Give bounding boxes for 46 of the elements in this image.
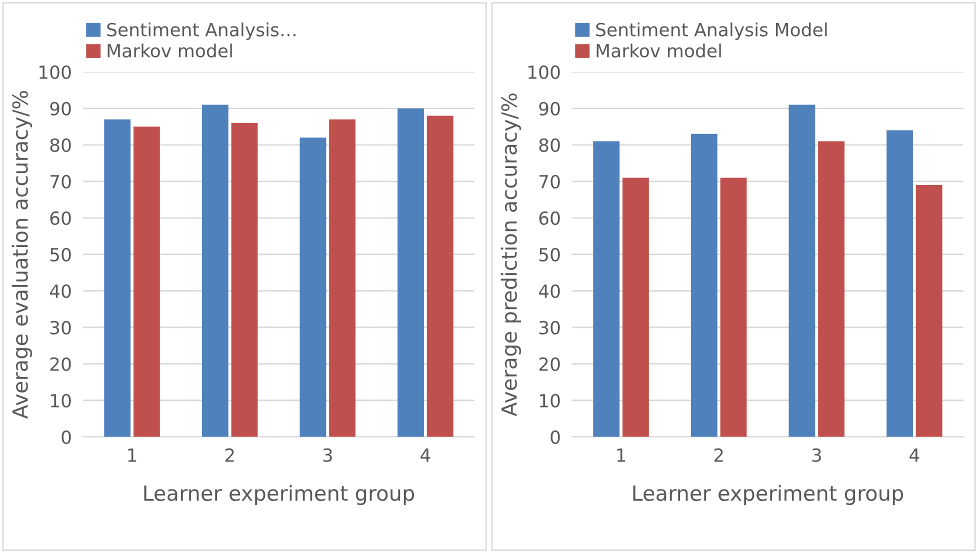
bar <box>622 178 649 437</box>
y-tick-label: 20 <box>50 357 71 371</box>
x-axis-title: Learner experiment group <box>144 484 414 506</box>
y-tick-label: 50 <box>539 248 560 262</box>
legend-label: Sentiment Analysis Model <box>596 22 827 40</box>
y-tick-label: 60 <box>539 211 560 225</box>
y-tick-label: 30 <box>50 320 71 334</box>
x-tick-label: 4 <box>910 448 920 462</box>
y-axis-title: Average prediction accuracy/% <box>500 93 521 416</box>
y-tick-label: 10 <box>540 394 560 408</box>
y-tick-label: 80 <box>539 138 560 152</box>
x-tick-label: 4 <box>420 448 430 462</box>
y-tick-label: 10 <box>51 394 71 408</box>
y-tick-label: 50 <box>50 248 71 262</box>
y-axis-title: Average evaluation accuracy/% <box>12 90 32 419</box>
legend-label: Markov model <box>108 44 232 58</box>
legend-label: Sentiment Analysis… <box>107 22 296 40</box>
y-tick-label: 60 <box>50 211 71 225</box>
y-tick-label: 100 <box>40 65 71 80</box>
y-tick-label: 40 <box>538 284 560 298</box>
y-tick-label: 30 <box>539 320 560 334</box>
x-tick-label: 3 <box>812 448 821 462</box>
x-tick-label: 3 <box>323 448 332 462</box>
y-tick-label: 70 <box>540 174 560 188</box>
bar <box>720 178 747 437</box>
y-tick-label: 20 <box>539 357 560 371</box>
x-tick-label: 2 <box>714 448 723 462</box>
bar <box>886 130 913 437</box>
y-tick-label: 0 <box>550 430 560 444</box>
bar <box>593 141 620 437</box>
y-tick-label: 80 <box>50 138 71 152</box>
x-tick-label: 1 <box>617 448 626 462</box>
bar <box>916 185 942 437</box>
y-tick-label: 90 <box>539 102 560 116</box>
legend-label: Markov model <box>596 44 721 58</box>
y-tick-label: 70 <box>50 174 71 188</box>
x-tick-label: 1 <box>128 448 136 462</box>
y-tick-label: 100 <box>528 65 560 80</box>
y-tick-label: 90 <box>50 102 71 116</box>
bar <box>788 104 816 437</box>
y-tick-label: 0 <box>62 430 71 444</box>
bar <box>818 141 845 437</box>
x-tick-label: 2 <box>225 448 234 462</box>
bar <box>690 134 718 437</box>
y-tick-label: 40 <box>50 284 71 298</box>
x-axis-title: Learner experiment group <box>633 484 904 506</box>
